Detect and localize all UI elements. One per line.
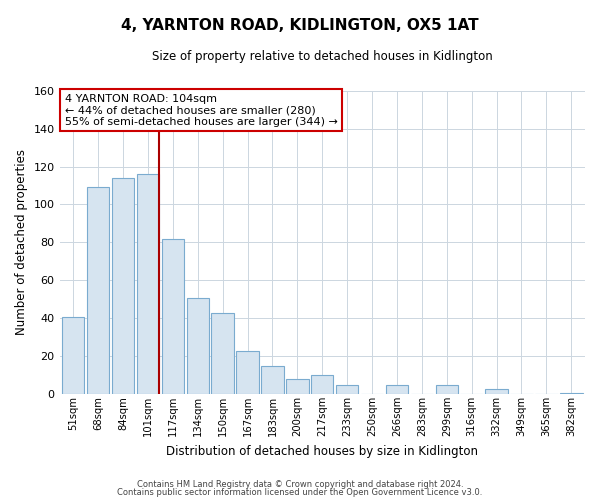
Bar <box>336 385 358 394</box>
Bar <box>137 174 159 394</box>
Bar <box>261 366 284 394</box>
Bar <box>386 385 408 394</box>
Bar <box>87 188 109 394</box>
Text: 4, YARNTON ROAD, KIDLINGTON, OX5 1AT: 4, YARNTON ROAD, KIDLINGTON, OX5 1AT <box>121 18 479 32</box>
Text: Contains HM Land Registry data © Crown copyright and database right 2024.: Contains HM Land Registry data © Crown c… <box>137 480 463 489</box>
Bar <box>485 388 508 394</box>
Bar <box>187 298 209 394</box>
Bar <box>560 392 583 394</box>
Bar <box>436 385 458 394</box>
Bar <box>161 238 184 394</box>
Bar <box>211 312 234 394</box>
Bar <box>311 376 334 394</box>
Text: 4 YARNTON ROAD: 104sqm
← 44% of detached houses are smaller (280)
55% of semi-de: 4 YARNTON ROAD: 104sqm ← 44% of detached… <box>65 94 338 127</box>
Bar <box>62 316 85 394</box>
X-axis label: Distribution of detached houses by size in Kidlington: Distribution of detached houses by size … <box>166 444 478 458</box>
Bar <box>286 379 308 394</box>
Title: Size of property relative to detached houses in Kidlington: Size of property relative to detached ho… <box>152 50 493 63</box>
Bar <box>112 178 134 394</box>
Text: Contains public sector information licensed under the Open Government Licence v3: Contains public sector information licen… <box>118 488 482 497</box>
Y-axis label: Number of detached properties: Number of detached properties <box>15 150 28 336</box>
Bar <box>236 350 259 395</box>
